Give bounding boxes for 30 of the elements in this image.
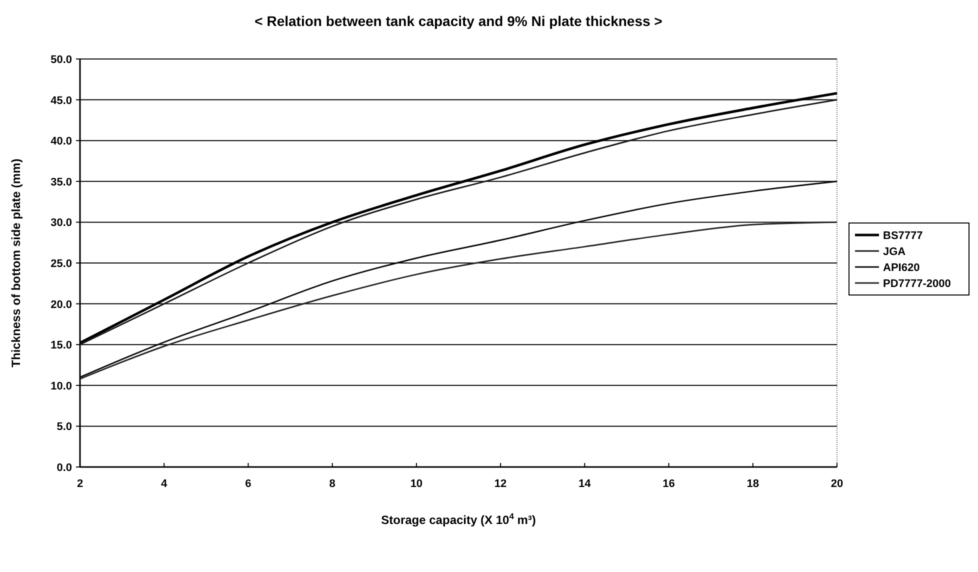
x-tick-label: 18 (746, 478, 760, 490)
y-tick-label: 20.0 (50, 298, 72, 311)
y-tick-label: 30.0 (50, 217, 72, 230)
x-tick-label: 6 (245, 478, 252, 490)
y-tick-label: 50.0 (50, 54, 72, 66)
x-tick-label: 10 (410, 478, 423, 490)
y-tick-label: 0.0 (56, 462, 72, 474)
line-series (79, 180, 838, 378)
x-tick-label: 8 (329, 478, 336, 490)
legend-label: PD7777-2000 (883, 278, 951, 290)
x-tick-label: 12 (494, 478, 507, 490)
line-series (79, 221, 838, 380)
y-tick-label: 15.0 (50, 340, 72, 352)
x-tick-label: 4 (161, 478, 168, 490)
legend-label: API620 (883, 262, 920, 274)
y-tick-label: 35.0 (50, 176, 72, 188)
chart-title: < Relation between tank capacity and 9% Ni plate thickness > (254, 13, 662, 29)
y-tick-label: 5.0 (56, 421, 72, 434)
x-tick-label: 20 (830, 478, 844, 490)
y-tick-label: 10.0 (50, 380, 72, 392)
x-tick-label: 16 (662, 478, 675, 490)
legend-label: BS7777 (883, 230, 923, 242)
x-tick-label: 14 (578, 478, 592, 490)
y-tick-label: 45.0 (50, 94, 72, 107)
y-tick-label: 40.0 (50, 136, 72, 148)
legend-label: JGA (883, 246, 906, 258)
x-tick-label: 2 (76, 478, 84, 490)
y-axis-title: Thickness of bottom side plate (mm) (9, 158, 23, 368)
x-axis-title: Storage capacity (X 10$^{4}$ m³) (381, 511, 536, 527)
y-tick-label: 25.0 (50, 258, 72, 270)
